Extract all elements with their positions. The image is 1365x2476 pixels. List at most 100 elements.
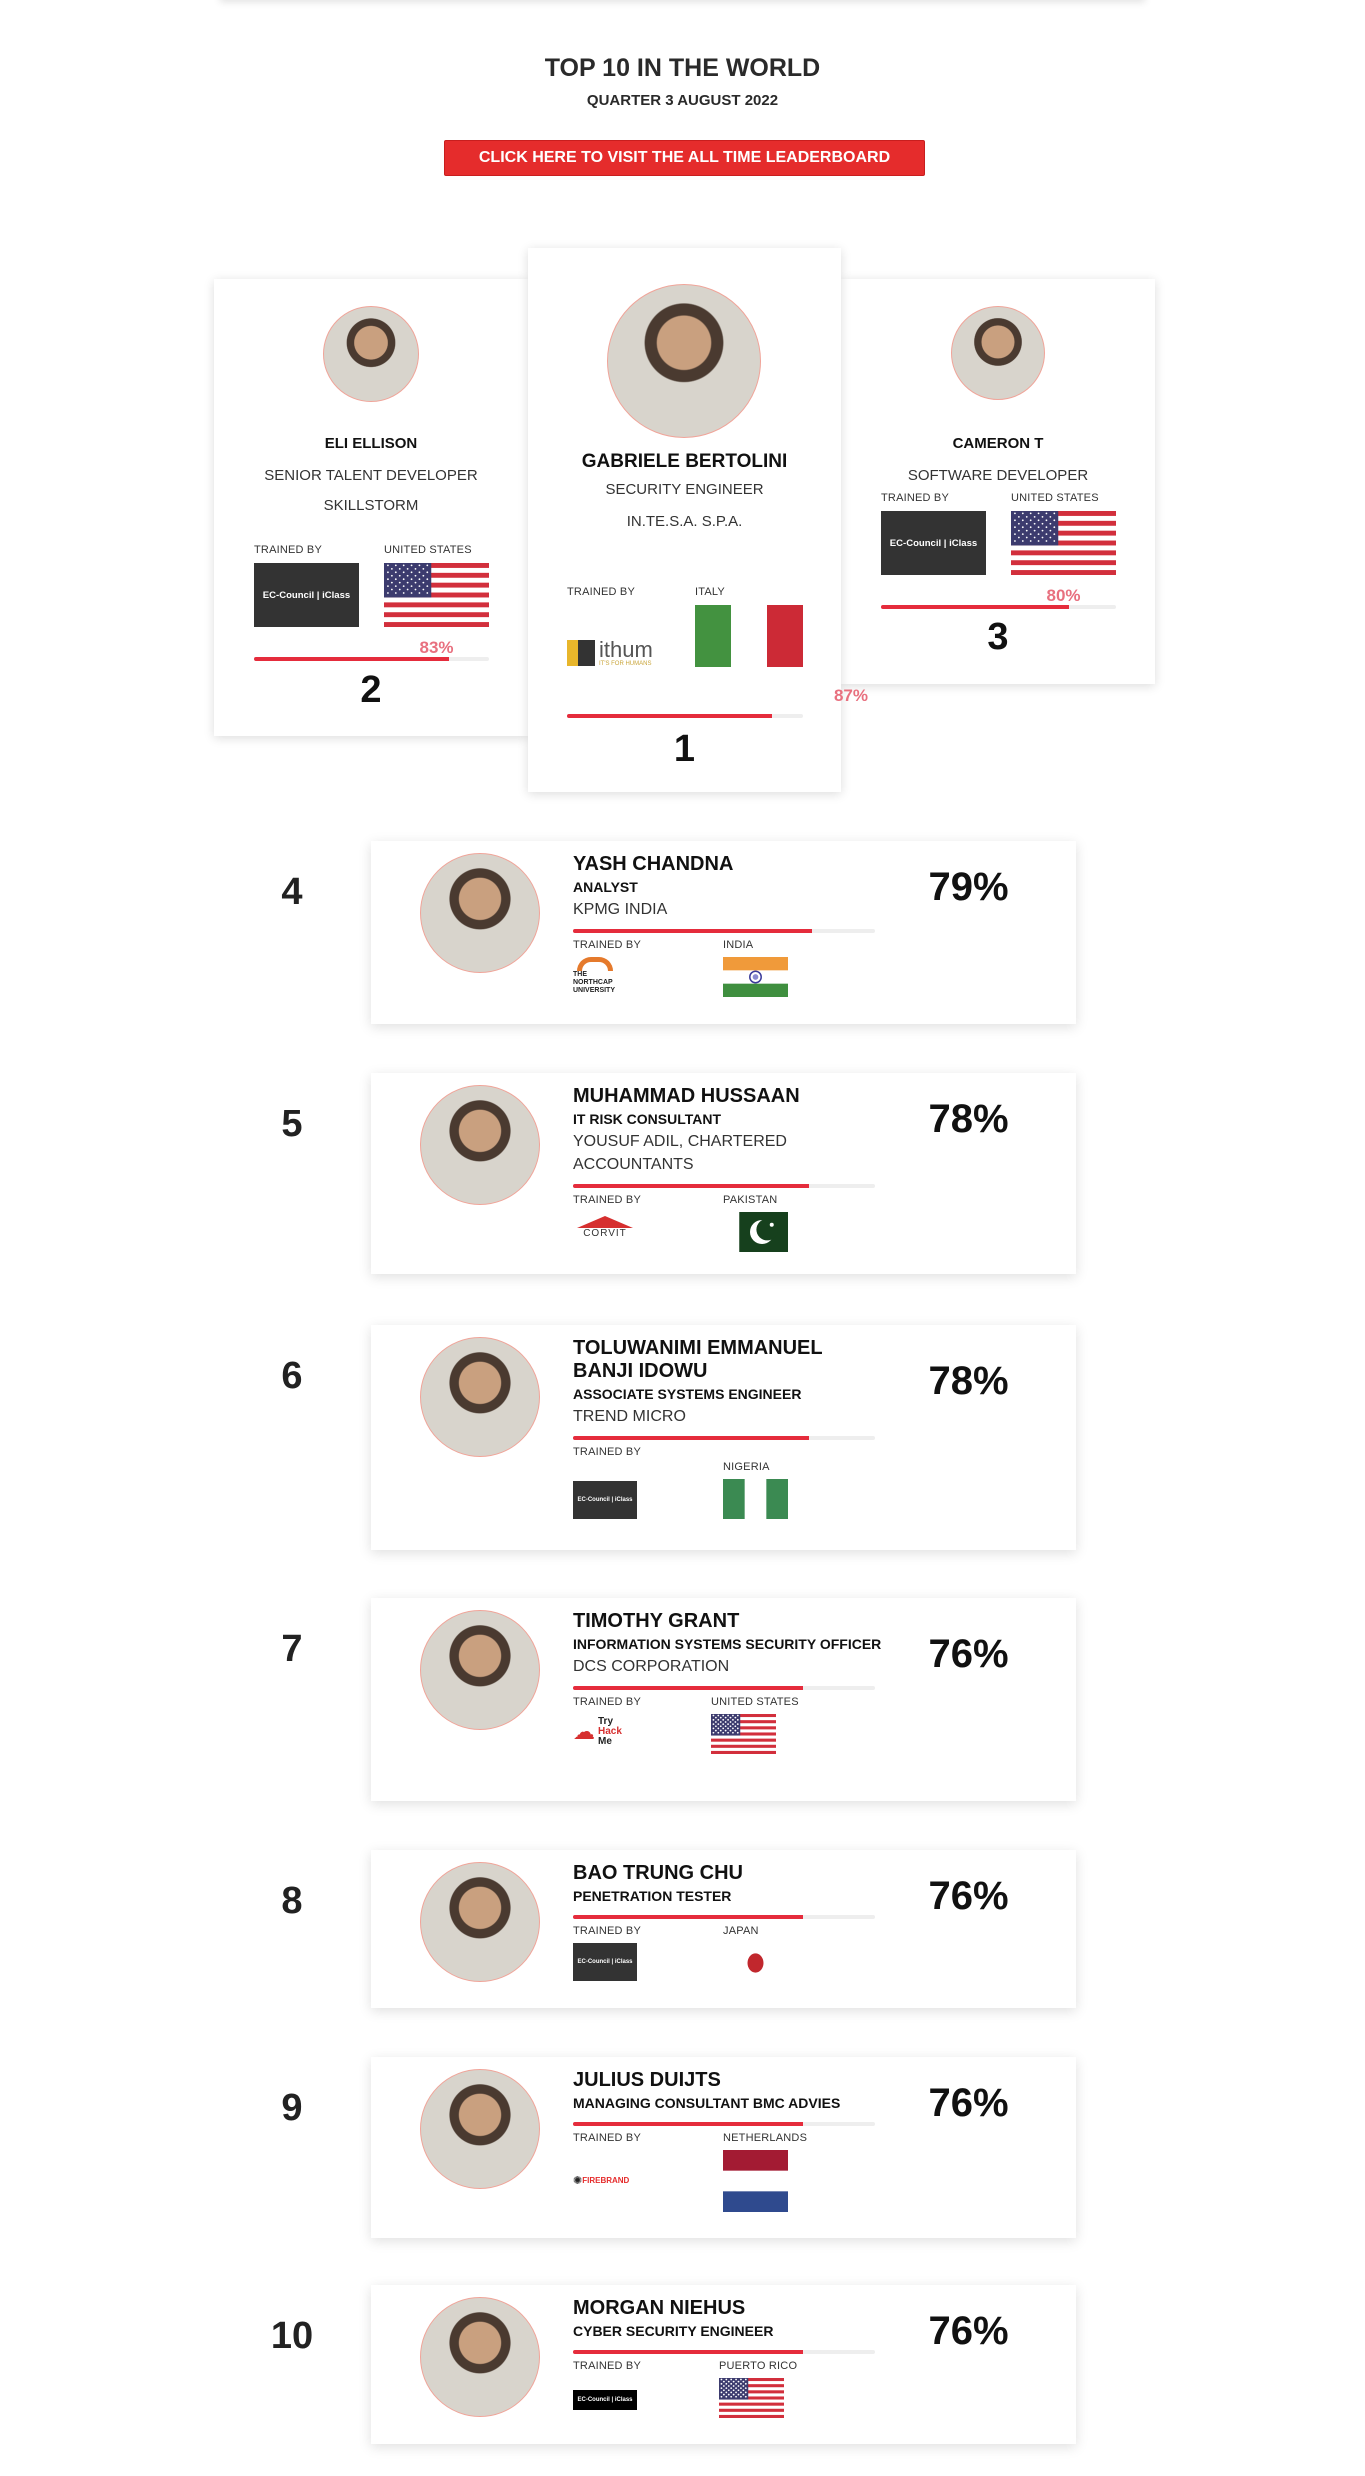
ithum-logo: ithum IT'S FOR HUMANS [567, 633, 675, 673]
trained-by-section: TRAINED BY JAPAN EC-Council | iClass [573, 1925, 883, 1995]
podium-card-rank-2[interactable]: ELI ELLISON SENIOR TALENT DEVELOPER SKILLS… [214, 279, 528, 736]
rank-number: 1 [673, 728, 696, 770]
winner-title: SECURITY ENGINEER [605, 481, 764, 498]
trained-by-label: TRAINED BY [254, 544, 323, 556]
person-company: TREND MICRO [573, 1408, 686, 1425]
score-bar-fill [573, 1436, 809, 1440]
rank-number: 8 [281, 1880, 303, 1922]
person-role: CYBER SECURITY ENGINEER [573, 2323, 774, 2339]
winner-name: GABRIELE BERTOLINI [581, 451, 788, 472]
leaderboard-row-rank-4[interactable]: YASH CHANDNA ANALYST KPMG INDIA TRAINED BY I… [371, 841, 1076, 1024]
leaderboard-row-rank-9[interactable]: JULIUS DUIJTS MANAGING CONSULTANT BMC ADV… [371, 2057, 1076, 2238]
ec-council-iclass-logo: EC-Council | iClass [573, 1943, 637, 1981]
country-label: NETHERLANDS [723, 2132, 808, 2144]
leaderboard-row-rank-8[interactable]: BAO TRUNG CHU PENETRATION TESTER TRAINED B… [371, 1850, 1076, 2008]
netherlands-flag-icon [723, 2150, 788, 2217]
score-bar-fill [573, 2122, 803, 2126]
northcap-university-logo: THE NORTHCAP UNIVERSITY [573, 957, 637, 994]
avatar [420, 1862, 540, 1982]
score-bar-fill [573, 929, 812, 933]
country-label: UNITED STATES [384, 544, 472, 556]
person-role: INFORMATION SYSTEMS SECURITY OFFICER [573, 1636, 882, 1652]
podium-card-rank-1[interactable]: GABRIELE BERTOLINI SECURITY ENGINEER IN.TE… [528, 248, 868, 792]
japan-flag-icon [723, 1943, 788, 1988]
trained-by-section: TRAINED BY UNITED STATES ☁ Try Hack Me [573, 1696, 883, 1766]
trained-by-label: TRAINED BY [573, 939, 642, 951]
trained-by-label: TRAINED BY [573, 2132, 642, 2144]
score-bar [573, 2350, 875, 2354]
score-bar-fill [567, 714, 773, 718]
winner-title: SENIOR TALENT DEVELOPER [264, 467, 478, 484]
rank-number: 9 [281, 2087, 303, 2129]
person-info: TIMOTHY GRANT INFORMATION SYSTEMS SECURIT… [573, 1610, 883, 1766]
leaderboard-row-rank-6[interactable]: TOLUWANIMI EMMANUEL BANJI IDOWU ASSOCIATE… [371, 1325, 1076, 1550]
winner-company: IN.TE.S.A. S.P.A. [626, 513, 743, 530]
rank-number: 7 [281, 1628, 303, 1670]
person-company: KPMG INDIA [573, 901, 668, 918]
score-percent: 76% [928, 2081, 1009, 2125]
score-bar-fill [573, 1184, 809, 1188]
avatar [420, 1085, 540, 1205]
person-name: TIMOTHY GRANT [573, 1610, 740, 1632]
person-role: MANAGING CONSULTANT BMC ADVIES [573, 2095, 841, 2111]
score-bar [573, 929, 875, 933]
person-info: MUHAMMAD HUSSAAN IT RISK CONSULTANT YOUSUF… [573, 1085, 883, 1264]
ec-council-iclass-logo: EC-Council | iClass [881, 511, 986, 575]
person-name: MORGAN NIEHUS [573, 2297, 746, 2319]
trained-by-label: TRAINED BY [573, 1696, 642, 1708]
us-flag-icon [711, 1714, 776, 1759]
score-bar [567, 714, 803, 718]
score-bar [573, 1436, 875, 1440]
score-bar [254, 657, 489, 661]
leaderboard-row-rank-5[interactable]: MUHAMMAD HUSSAAN IT RISK CONSULTANT YOUSUF… [371, 1073, 1076, 1274]
country-label: JAPAN [723, 1925, 759, 1937]
country-label: UNITED STATES [1011, 492, 1099, 504]
person-name: JULIUS DUIJTS [573, 2069, 721, 2091]
score-bar-fill [254, 657, 450, 661]
country-label: UNITED STATES [711, 1696, 799, 1708]
trained-by-section: TRAINED BY PAKISTAN CORVIT [573, 1194, 883, 1264]
score-bar-fill [573, 1915, 803, 1919]
score-bar [573, 1686, 875, 1690]
rank-number: 2 [360, 669, 382, 711]
person-name: BAO TRUNG CHU [573, 1862, 743, 1884]
pakistan-flag-icon [723, 1212, 788, 1257]
trained-by-label: TRAINED BY [573, 1925, 642, 1937]
nigeria-flag-icon [723, 1479, 788, 1524]
winner-company: SKILLSTORM [323, 497, 419, 514]
score-bar [573, 2122, 875, 2126]
person-company: YOUSUF ADIL, CHARTERED ACCOUNTANTS [573, 1133, 787, 1173]
avatar [607, 284, 761, 438]
trained-by-label: TRAINED BY [567, 586, 636, 598]
trained-by-section: TRAINED BY PUERTO RICO EC-Council | iClass [573, 2360, 883, 2430]
trained-by-label: TRAINED BY [573, 2360, 642, 2372]
person-role: ANALYST [573, 879, 638, 895]
podium-card-rank-3[interactable]: CAMERON T SOFTWARE DEVELOPER TRAINED BY UNI… [841, 279, 1155, 684]
score-percent: 87% [833, 686, 868, 705]
firebrand-logo: ✺ FIREBRAND [573, 2174, 630, 2187]
person-name: TOLUWANIMI EMMANUEL BANJI IDOWU [573, 1337, 823, 1382]
ec-council-iclass-logo: EC-Council | iClass [573, 1481, 637, 1519]
score-percent: 79% [928, 865, 1009, 909]
trained-by-section: TRAINED BY NIGERIA EC-Council | iClass [573, 1446, 883, 1519]
winner-name: CAMERON T [952, 435, 1044, 452]
all-time-leaderboard-button[interactable]: CLICK HERE TO VISIT THE ALL TIME LEADERB… [444, 140, 925, 176]
score-percent: 80% [1046, 586, 1081, 605]
score-percent: 83% [419, 638, 454, 657]
country-label: ITALY [695, 586, 725, 598]
leaderboard-row-rank-7[interactable]: TIMOTHY GRANT INFORMATION SYSTEMS SECURIT… [371, 1598, 1076, 1801]
trained-by-label: TRAINED BY [881, 492, 950, 504]
score-percent: 76% [928, 1874, 1009, 1918]
winner-name: ELI ELLISON [324, 435, 418, 452]
person-role: PENETRATION TESTER [573, 1888, 732, 1904]
score-bar [573, 1915, 875, 1919]
leaderboard-row-rank-10[interactable]: MORGAN NIEHUS CYBER SECURITY ENGINEER TRAI… [371, 2285, 1076, 2444]
ec-council-iclass-logo: EC-Council | iClass [254, 563, 359, 627]
trained-by-label: TRAINED BY [573, 1194, 642, 1206]
page-subtitle: QUARTER 3 AUGUST 2022 [586, 92, 779, 109]
rank-number: 6 [281, 1355, 303, 1397]
person-company: DCS CORPORATION [573, 1658, 730, 1675]
rank-number: 10 [270, 2315, 314, 2357]
person-name: MUHAMMAD HUSSAAN [573, 1085, 800, 1107]
page-title: TOP 10 IN THE WORLD [544, 54, 821, 82]
